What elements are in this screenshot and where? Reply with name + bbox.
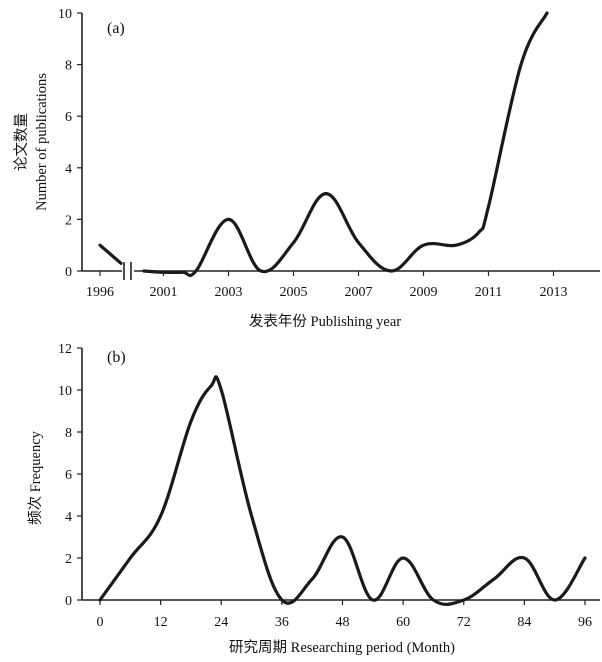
- panel-a-x-tick-label: 2009: [410, 285, 438, 300]
- panel-b-y-tick-label: 2: [65, 552, 72, 567]
- panel-a-y-tick-label: 4: [65, 162, 72, 177]
- panel-b-x-tick-label: 96: [578, 615, 592, 630]
- panel-b-label: (b): [107, 349, 126, 366]
- panel-a-series-line: [98, 11, 549, 278]
- panel-a-x-tick-label: 2013: [540, 285, 568, 300]
- panel-a-x-tick-label: 2001: [150, 285, 178, 300]
- panel-a-x-tick-label: 2011: [475, 285, 502, 300]
- panel-b-x-tick-label: 72: [457, 615, 471, 630]
- panel-b-x-tick-label: 36: [275, 615, 289, 630]
- panel-b-y-tick-label: 12: [58, 342, 72, 357]
- panel-b-y-tick-label: 10: [58, 384, 72, 399]
- panel-b-x-tick-label: 0: [97, 615, 104, 630]
- panel-b-series-line: [98, 375, 587, 606]
- panel-a-x-tick-label: 2003: [215, 285, 243, 300]
- panel-b-x-tick-label: 48: [336, 615, 350, 630]
- panel-b-x-tick-label: 84: [517, 615, 531, 630]
- panel-a-x-tick-label: 1996: [86, 285, 114, 300]
- panel-a-y-tick-label: 2: [65, 213, 72, 228]
- panel-a: (a) 0 2 4 6 8 10 1996 2001 2003 2005 2007 2009 2011…: [13, 7, 600, 330]
- panel-b-y-tick-label: 6: [65, 468, 72, 483]
- panel-a-y-tick-label: 8: [65, 59, 72, 74]
- panel-b-y-tick-label: 4: [65, 510, 72, 525]
- panel-a-x-axis-label: 发表年份 Publishing year: [249, 313, 401, 330]
- panel-a-y-tick-label: 6: [65, 110, 72, 125]
- panel-b-x-tick-label: 12: [154, 615, 168, 630]
- panel-a-y-tick-label: 0: [65, 265, 72, 280]
- panel-b-x-tick-label: 24: [214, 615, 228, 630]
- panel-a-y-axis-label-en: Number of publications: [34, 73, 50, 211]
- panel-b-x-axis-label: 研究周期 Researching period (Month): [229, 639, 455, 656]
- panel-a-x-tick-label: 2005: [280, 285, 308, 300]
- panel-b-x-tick-label: 60: [396, 615, 410, 630]
- panel-a-x-tick-label: 2007: [345, 285, 373, 300]
- panel-a-label: (a): [107, 20, 125, 37]
- panel-b-y-axis-label: 频次 Frequency: [27, 430, 44, 525]
- panel-a-y-axis-label-cn: 论文数量: [13, 113, 30, 171]
- panel-a-y-tick-label: 10: [58, 7, 72, 22]
- panel-b-y-tick-label: 0: [65, 594, 72, 609]
- panel-b-y-tick-label: 8: [65, 426, 72, 441]
